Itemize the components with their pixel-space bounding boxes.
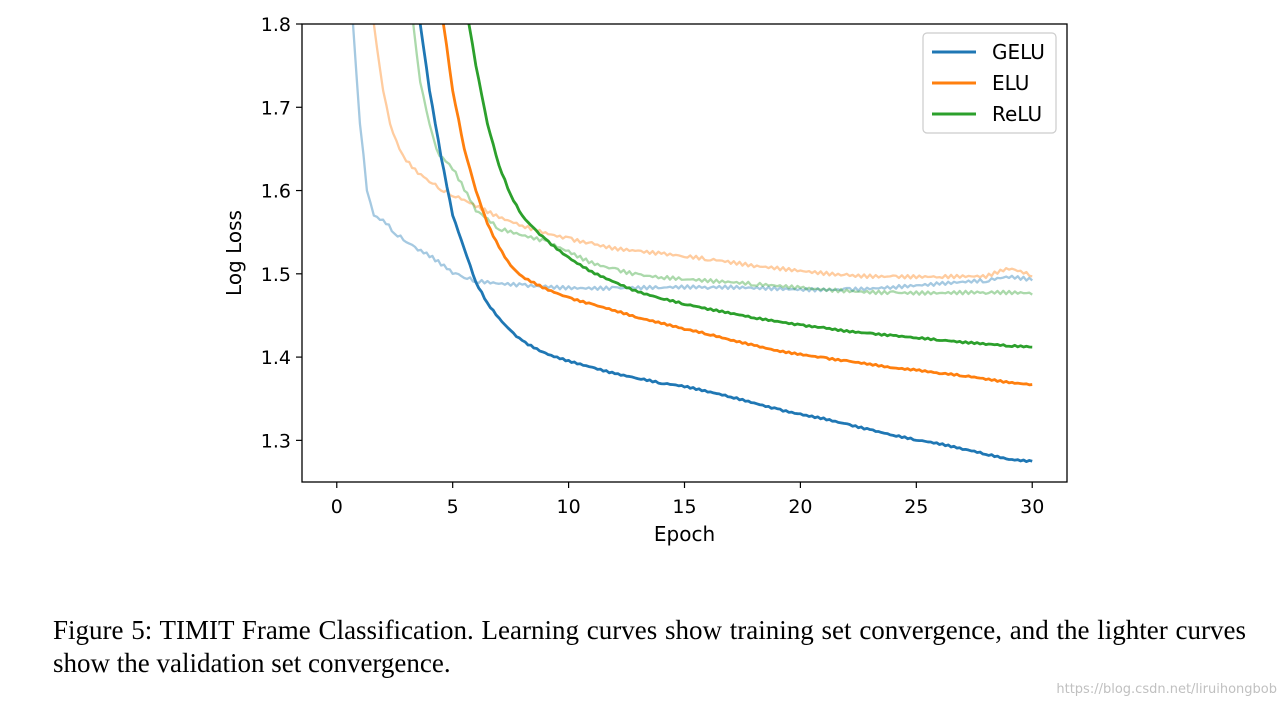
legend-label-relu: ReLU [992, 102, 1042, 126]
x-tick-label: 15 [672, 496, 696, 518]
learning-curves-chart: 0 5 10 15 20 25 30 1.3 1.4 1.5 1.6 1.7 1.8 Epoch Log… [222, 14, 1068, 546]
x-tick-label: 25 [904, 496, 928, 518]
x-tick-label: 20 [788, 496, 812, 518]
y-tick-label: 1.5 [261, 264, 291, 286]
legend: GELU ELU ReLU [922, 32, 1057, 134]
series-line-gelu-validation [351, 24, 1034, 293]
x-tick-label: 5 [447, 496, 459, 518]
series-line-gelu-training [418, 24, 1033, 464]
y-tick-label: 1.3 [261, 430, 291, 452]
figure-caption: Figure 5: TIMIT Frame Classification. Le… [53, 615, 1246, 678]
y-tick-label: 1.7 [261, 97, 291, 119]
y-axis-label: Log Loss [222, 210, 246, 296]
series-line-relu-training [467, 24, 1033, 349]
legend-box [922, 32, 1057, 134]
series-line-elu-training [442, 24, 1033, 387]
x-axis-label: Epoch [654, 522, 715, 546]
legend-label-gelu: GELU [992, 40, 1045, 64]
x-tick-label: 0 [331, 496, 343, 518]
series-line-elu-validation [372, 24, 1033, 280]
legend-label-elu: ELU [992, 71, 1029, 95]
x-tick-label: 10 [556, 496, 580, 518]
y-tick-label: 1.8 [261, 14, 291, 36]
series-line-relu-validation [412, 24, 1033, 296]
watermark: https://blog.csdn.net/liruihongbob [1056, 682, 1277, 697]
x-tick-label: 30 [1020, 496, 1044, 518]
y-tick-label: 1.6 [261, 181, 291, 203]
y-tick-label: 1.4 [261, 347, 291, 369]
